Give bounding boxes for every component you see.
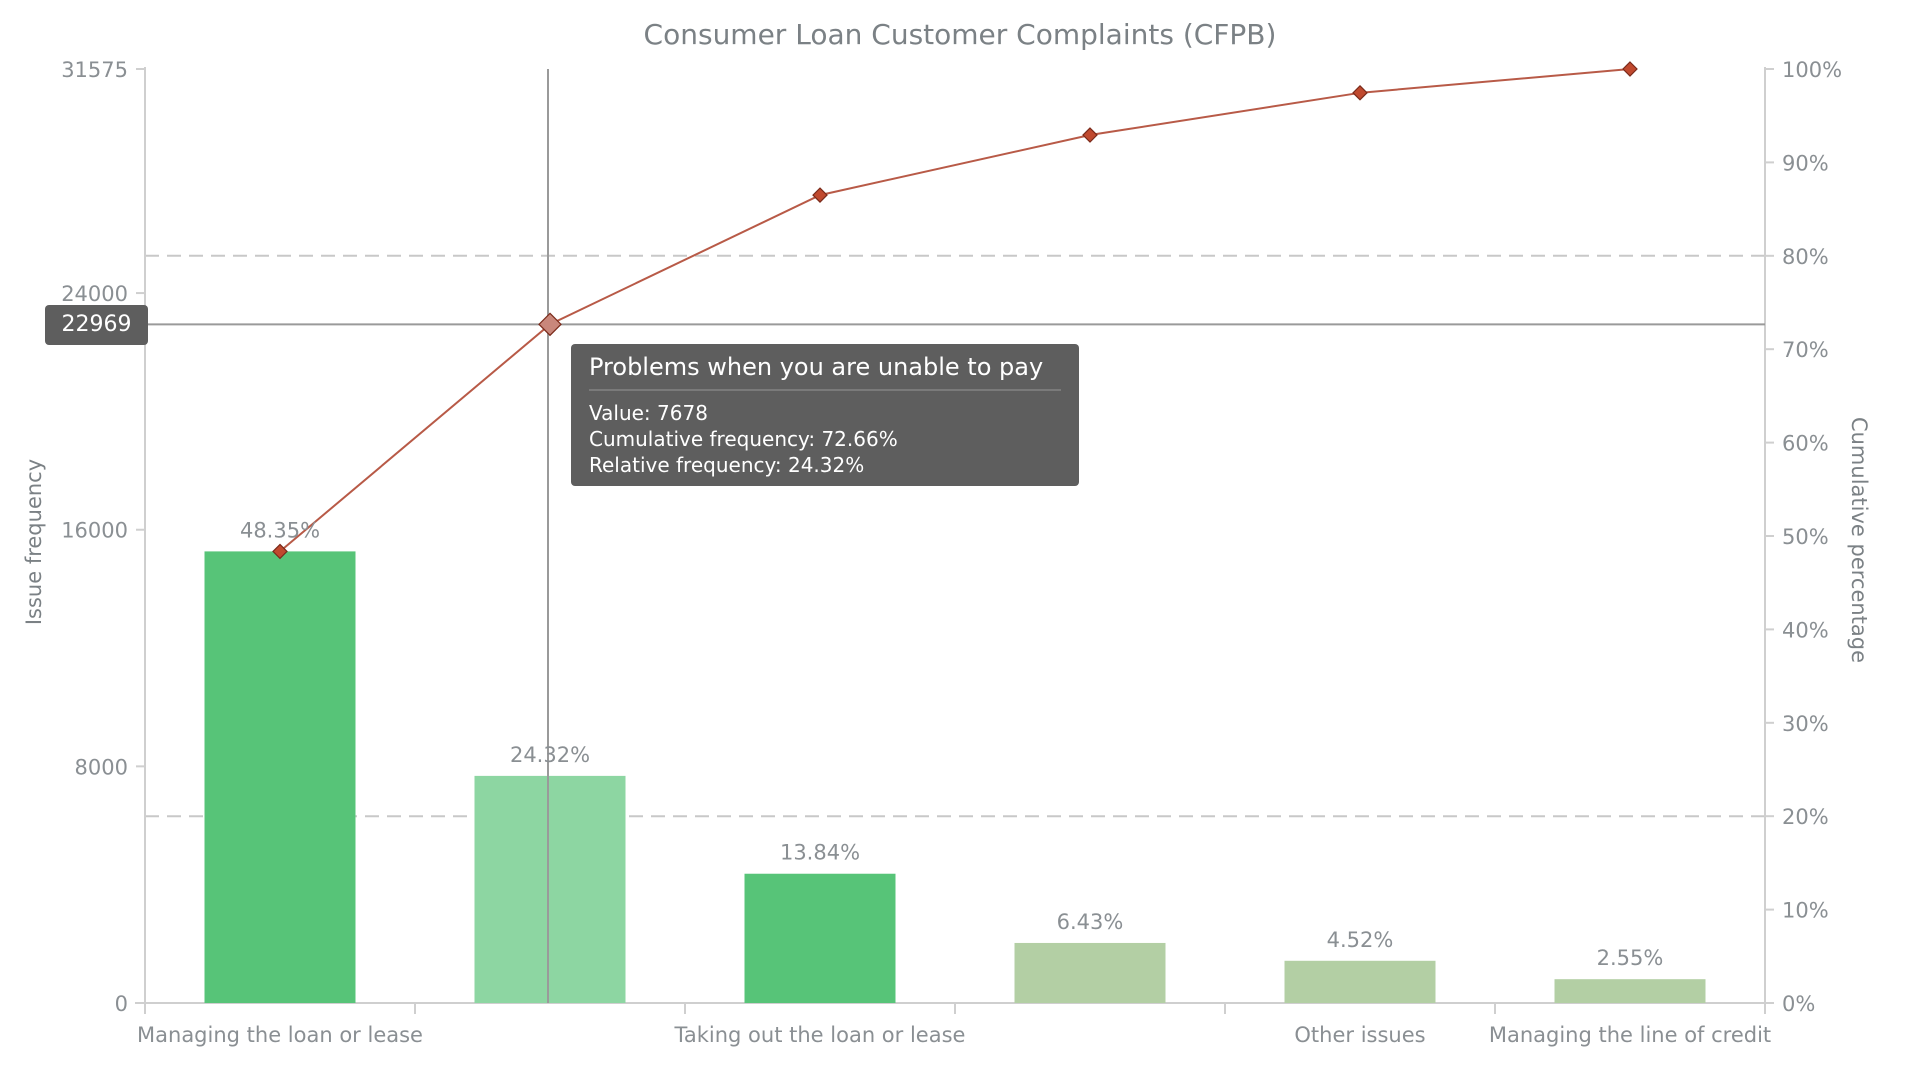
bar <box>1284 960 1436 1003</box>
bar <box>474 775 626 1003</box>
tooltip-title: Problems when you are unable to pay <box>589 353 1061 391</box>
category-label: Other issues <box>1294 1023 1425 1047</box>
diamond-marker-icon <box>1352 84 1368 101</box>
bar-percent-label: 4.52% <box>1327 928 1394 952</box>
right-tick-label: 60% <box>1782 432 1829 456</box>
left-tick-label: 31575 <box>61 58 128 82</box>
bar-percent-label: 2.55% <box>1597 946 1664 970</box>
crosshair-y-value-label: 22969 <box>45 305 148 345</box>
right-tick-label: 40% <box>1782 618 1829 642</box>
cumulative-line <box>272 61 1638 560</box>
left-tick-label: 8000 <box>75 755 128 779</box>
bar <box>1014 942 1166 1003</box>
diamond-marker-icon <box>812 187 828 203</box>
category-label: Managing the line of credit <box>1489 1023 1771 1047</box>
right-tick-label: 10% <box>1782 899 1829 923</box>
bar <box>744 873 896 1003</box>
y2-axis-title: Cumulative percentage <box>1847 417 1871 663</box>
bar <box>1554 979 1706 1003</box>
diamond-marker-icon <box>1082 127 1098 143</box>
bar-percent-label: 13.84% <box>780 841 860 865</box>
category-label: Taking out the loan or lease <box>674 1023 966 1047</box>
bar-percent-label: 48.35% <box>240 518 320 542</box>
left-tick-label: 0 <box>115 992 128 1016</box>
bar-percent-label: 6.43% <box>1057 910 1124 934</box>
right-tick-label: 100% <box>1782 58 1842 82</box>
axes: 0 8000 16000 24000 31575 0% 10% 20% 30% 40% 50% 60%… <box>22 58 1871 1016</box>
chart-title: Consumer Loan Customer Complaints (CFPB) <box>643 18 1277 51</box>
bar <box>204 551 356 1003</box>
right-tick-label: 70% <box>1782 338 1829 362</box>
crosshair <box>145 69 1765 1003</box>
right-tick-label: 80% <box>1782 245 1829 269</box>
tooltip-relative: Relative frequency: 24.32% <box>589 453 865 477</box>
y-axis-title: Issue frequency <box>22 459 46 625</box>
diamond-marker-icon <box>1622 61 1638 77</box>
right-tick-label: 50% <box>1782 525 1829 549</box>
tooltip-value: Value: 7678 <box>589 401 708 425</box>
left-tick-label: 16000 <box>61 519 128 543</box>
tooltip: Problems when you are unable to pay Valu… <box>571 344 1079 486</box>
reference-lines <box>145 254 1765 818</box>
right-tick-label: 0% <box>1782 992 1815 1016</box>
bar-percent-label: 24.32% <box>510 743 590 767</box>
right-tick-label: 30% <box>1782 712 1829 736</box>
labels: 48.35% 24.32% 13.84% 6.43% 4.52% 2.55% Managin… <box>137 518 1771 1047</box>
right-tick-label: 90% <box>1782 151 1829 175</box>
diamond-marker-icon <box>272 543 288 560</box>
right-tick-label: 20% <box>1782 805 1829 829</box>
tooltip-cumulative: Cumulative frequency: 72.66% <box>589 427 898 451</box>
category-label: Managing the loan or lease <box>137 1023 423 1047</box>
diamond-marker-icon <box>538 312 562 337</box>
left-tick-label: 24000 <box>61 282 128 306</box>
cumulative-polyline <box>279 68 1631 553</box>
bars <box>204 551 1706 1003</box>
